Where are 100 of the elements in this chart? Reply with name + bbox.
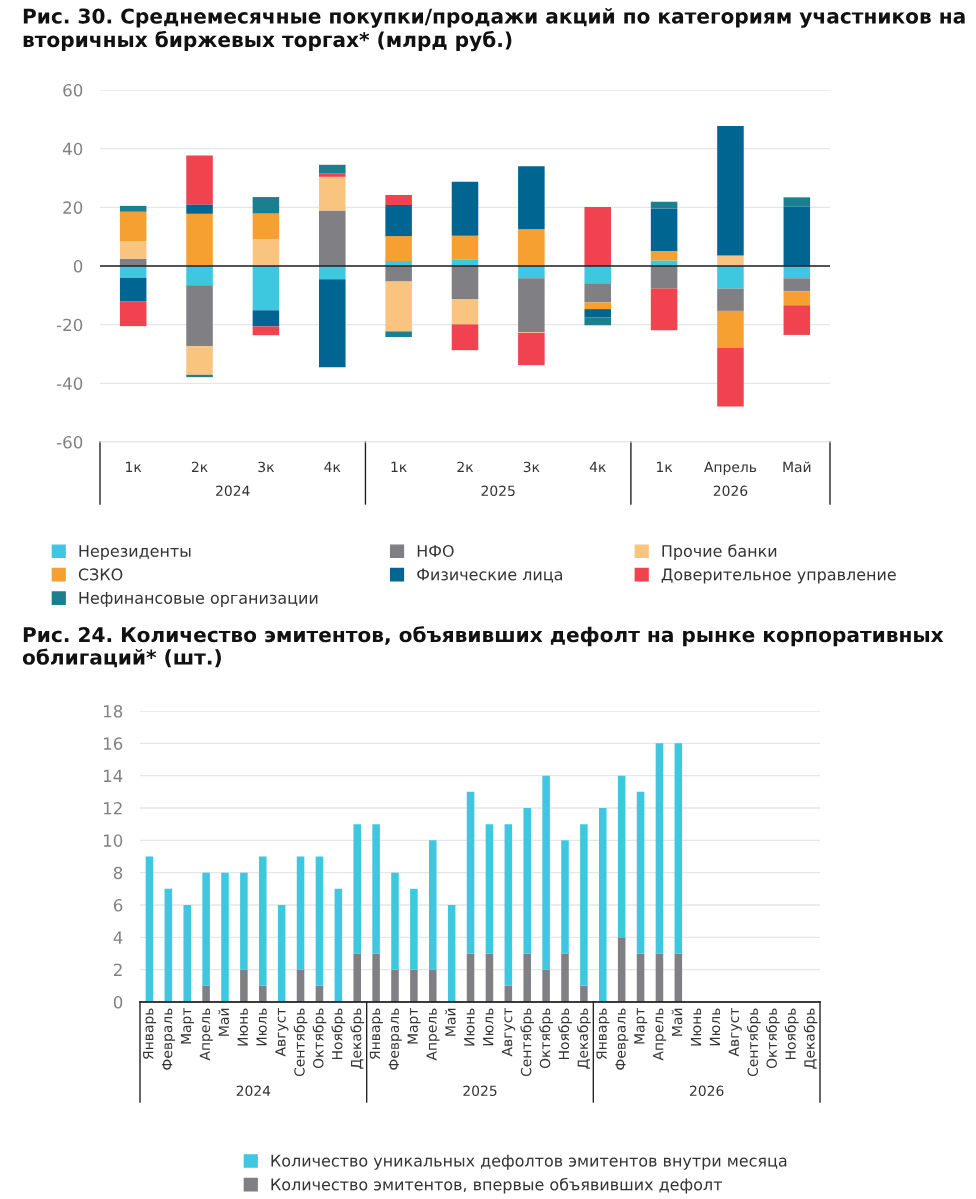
- x-tick-label: 2к: [191, 461, 208, 472]
- bar: [485, 824, 494, 954]
- bar: [221, 872, 229, 1002]
- bar: [319, 173, 346, 177]
- x-tick-label: Апрель: [199, 1008, 213, 1061]
- x-tick-label: 1к: [126, 461, 142, 472]
- bar: [183, 905, 191, 1002]
- bar: [277, 905, 286, 1002]
- x-tick-label: Март: [407, 1007, 421, 1044]
- bar: [334, 888, 343, 1002]
- bar: [717, 266, 744, 289]
- bar: [466, 791, 475, 954]
- legend-label: Нерезиденты: [79, 545, 191, 561]
- legend-label: Прочие банки: [662, 544, 777, 561]
- bar: [584, 283, 611, 303]
- bar: [296, 856, 305, 970]
- bar: [717, 288, 744, 311]
- y-tick-label: 40: [62, 142, 83, 156]
- bar: [119, 277, 147, 302]
- x-tick-label: Февраль: [162, 1008, 176, 1070]
- y-tick-label: 8: [113, 866, 123, 880]
- bar: [315, 856, 324, 986]
- x-tick-label: Апрель: [704, 461, 757, 475]
- bar: [259, 856, 267, 986]
- bar: [599, 808, 607, 1002]
- x-tick-label: Июнь: [464, 1008, 475, 1046]
- bar: [542, 775, 550, 970]
- x-tick-label: Ноябрь: [331, 1008, 346, 1060]
- y-tick-label: -20: [56, 318, 83, 332]
- x-tick-label: Июль: [483, 1008, 494, 1046]
- bar: [372, 953, 380, 1002]
- bar: [674, 743, 683, 954]
- legend-label: Количество эмитентов, впервые объявивших дефолт: [271, 1177, 722, 1194]
- bar: [202, 985, 210, 1002]
- x-tick-label: Январь: [596, 1008, 610, 1060]
- bar: [561, 840, 569, 954]
- y-tick-label: 4: [113, 931, 123, 944]
- bar: [783, 305, 811, 335]
- x-tick-label: 4к: [589, 461, 606, 472]
- y-tick-label: 18: [103, 704, 123, 718]
- bar: [584, 302, 611, 310]
- bar: [518, 332, 545, 366]
- text: 2026: [690, 1085, 724, 1097]
- bar: [674, 953, 683, 1002]
- bar: [353, 824, 361, 954]
- bar: [119, 241, 147, 259]
- bar: [252, 197, 280, 214]
- x-tick-label: Май: [671, 1008, 683, 1036]
- text: 2024: [236, 1085, 271, 1097]
- bar: [451, 235, 479, 260]
- bar: [145, 856, 154, 1002]
- x-tick-label: Октябрь: [539, 1008, 553, 1069]
- bar: [429, 840, 437, 970]
- bar: [252, 239, 280, 266]
- x-tick-label: Декабрь: [577, 1008, 591, 1069]
- x-tick-label: Март: [634, 1007, 648, 1044]
- bar: [240, 872, 248, 970]
- x-tick-label: 3к: [258, 461, 275, 473]
- bar: [655, 743, 664, 954]
- y-tick-label: 16: [103, 737, 123, 750]
- bar: [518, 229, 545, 266]
- y-tick-label: 6: [113, 898, 123, 912]
- bar: [504, 824, 513, 986]
- bar: [580, 985, 588, 1002]
- bar: [717, 255, 744, 266]
- y-tick-label: -60: [56, 435, 83, 449]
- bar: [617, 937, 626, 1002]
- bar: [650, 201, 678, 209]
- bar: [410, 969, 418, 1002]
- bar: [186, 155, 213, 205]
- text: 2025: [463, 1085, 497, 1097]
- y-tick-label: 20: [63, 201, 83, 214]
- x-tick-label: 4к: [324, 461, 341, 472]
- x-tick-label: Сентябрь: [747, 1008, 761, 1077]
- x-tick-label: Апрель: [653, 1008, 667, 1061]
- bar: [561, 953, 569, 1002]
- legend-label: Доверительное управление: [661, 568, 896, 584]
- bar: [259, 985, 267, 1002]
- x-tick-label: Февраль: [615, 1008, 629, 1070]
- x-tick-label: Октябрь: [312, 1008, 327, 1069]
- x-tick-label: Март: [180, 1007, 194, 1044]
- bar: [717, 126, 744, 256]
- x-tick-label: Май: [445, 1008, 456, 1036]
- bar: [717, 347, 744, 407]
- bar: [617, 775, 626, 938]
- x-tick-label: Август: [728, 1007, 742, 1057]
- bar: [119, 205, 147, 212]
- x-tick-label: Ноябрь: [558, 1008, 572, 1060]
- bar: [319, 176, 346, 211]
- bar: [319, 210, 346, 266]
- bar: [523, 808, 531, 954]
- y-tick-label: 0: [73, 259, 83, 273]
- legend-label: Количество уникальных дефолтов эмитентов внутри месяца: [271, 1154, 787, 1170]
- bar: [252, 326, 280, 336]
- bar: [385, 266, 412, 282]
- legend-label: Нефинансовые организации: [79, 592, 318, 607]
- x-tick-label: Май: [218, 1008, 230, 1036]
- bar: [391, 872, 399, 970]
- bar: [655, 953, 664, 1002]
- bar: [447, 905, 456, 1002]
